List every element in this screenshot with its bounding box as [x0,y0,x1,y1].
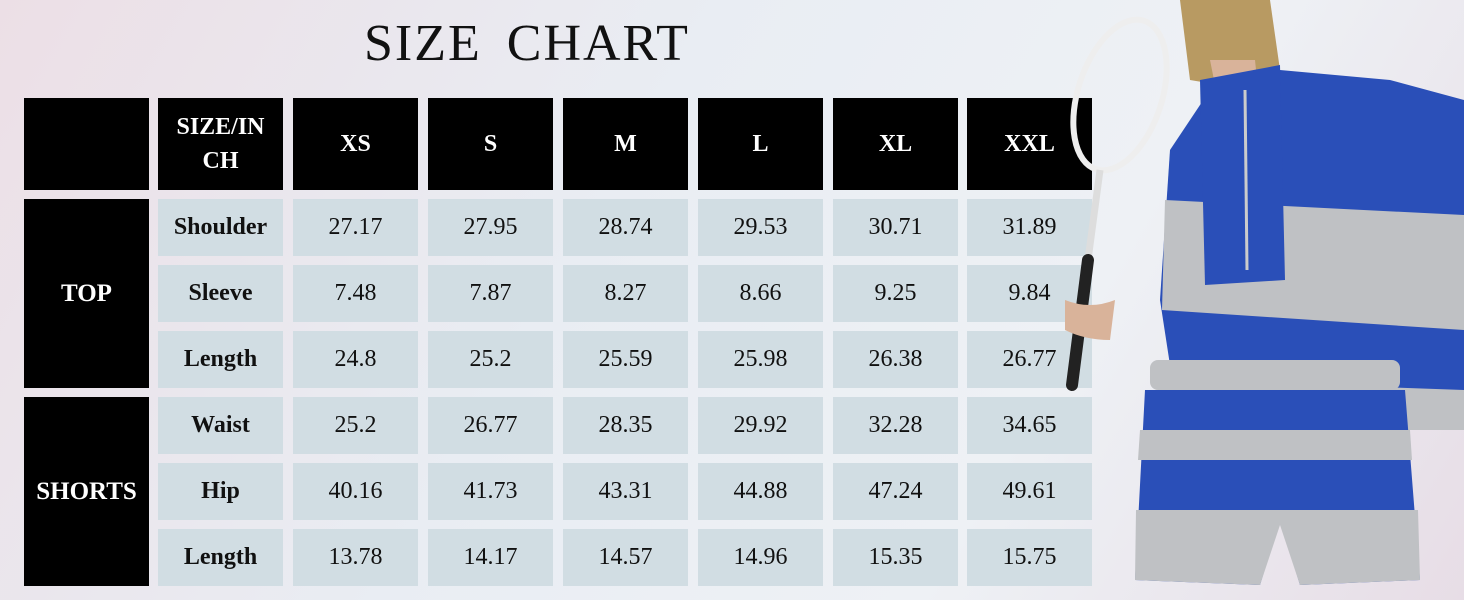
header-size-m: M [563,98,688,190]
measurement-value: 27.17 [293,199,418,256]
measurement-label: Length [158,331,283,388]
header-size-label: SIZE/IN CH [158,98,283,190]
measurement-label: Shoulder [158,199,283,256]
measurement-value: 8.66 [698,265,823,322]
measurement-value: 14.57 [563,529,688,586]
measurement-label: Sleeve [158,265,283,322]
header-size-xs: XS [293,98,418,190]
measurement-value: 28.74 [563,199,688,256]
measurement-value: 14.17 [428,529,553,586]
measurement-value: 26.38 [833,331,958,388]
measurement-value: 49.61 [967,463,1092,520]
measurement-value: 14.96 [698,529,823,586]
measurement-value: 28.35 [563,397,688,454]
measurement-value: 34.65 [967,397,1092,454]
measurement-value: 8.27 [563,265,688,322]
measurement-label: Waist [158,397,283,454]
measurement-value: 30.71 [833,199,958,256]
measurement-value: 41.73 [428,463,553,520]
measurement-value: 40.16 [293,463,418,520]
measurement-value: 29.53 [698,199,823,256]
header-size-s: S [428,98,553,190]
measurement-value: 44.88 [698,463,823,520]
measurement-value: 25.59 [563,331,688,388]
group-label-shorts: SHORTS [24,397,149,586]
measurement-value: 31.89 [967,199,1092,256]
measurement-value: 26.77 [428,397,553,454]
measurement-value: 47.24 [833,463,958,520]
measurement-label: Length [158,529,283,586]
measurement-value: 25.98 [698,331,823,388]
measurement-value: 24.8 [293,331,418,388]
measurement-value: 25.2 [428,331,553,388]
measurement-value: 13.78 [293,529,418,586]
measurement-value: 27.95 [428,199,553,256]
header-size-xl: XL [833,98,958,190]
measurement-value: 29.92 [698,397,823,454]
page-title: SIZE CHART [364,15,690,72]
measurement-label: Hip [158,463,283,520]
group-label-top: TOP [24,199,149,388]
measurement-value: 9.25 [833,265,958,322]
measurement-value: 7.48 [293,265,418,322]
striped-top [1160,65,1464,430]
header-size-l: L [698,98,823,190]
striped-shorts [1135,360,1420,585]
measurement-value: 25.2 [293,397,418,454]
measurement-value: 43.31 [563,463,688,520]
header-corner-cell [24,98,149,190]
measurement-value: 7.87 [428,265,553,322]
model-photo [1065,0,1464,585]
measurement-value: 15.75 [967,529,1092,586]
measurement-value: 15.35 [833,529,958,586]
measurement-value: 32.28 [833,397,958,454]
